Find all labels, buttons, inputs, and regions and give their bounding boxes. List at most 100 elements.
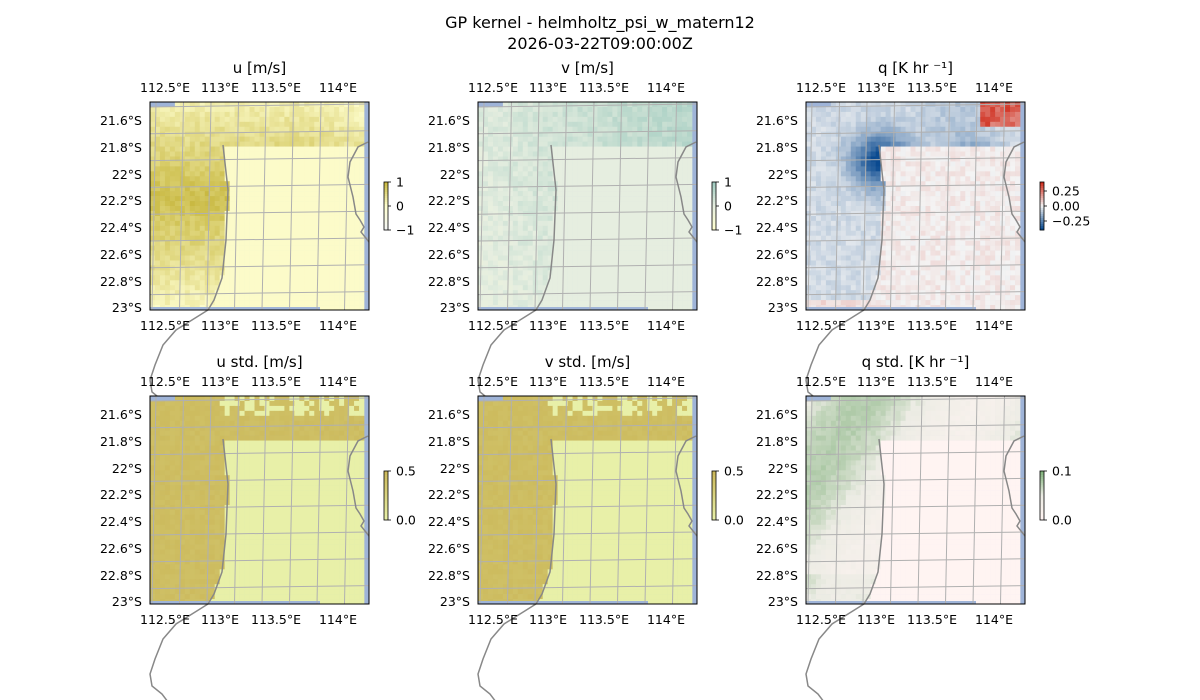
heatmap-cell [304, 220, 310, 227]
heatmap-cell [662, 166, 668, 172]
heatmap-cell [309, 255, 315, 261]
heatmap-cell [607, 230, 613, 237]
heatmap-cell [174, 196, 181, 202]
heatmap-cell [885, 225, 891, 232]
heatmap-cell [915, 201, 921, 207]
heatmap-cell [637, 245, 643, 251]
heatmap-cell [557, 186, 563, 192]
heatmap-cell [612, 250, 618, 256]
heatmap-cell [895, 161, 901, 167]
heatmap-cell [647, 210, 653, 217]
heatmap-cell [820, 201, 827, 207]
heatmap-cell [915, 131, 921, 137]
heatmap-cell [532, 260, 539, 266]
heatmap-cell [1005, 161, 1011, 167]
heatmap-cell [820, 191, 827, 197]
heatmap-cell [915, 210, 921, 217]
heatmap-cell [652, 201, 658, 207]
heatmap-cell [562, 300, 568, 306]
heatmap-cell [249, 186, 255, 192]
colorbar-tick-label: −1 [396, 223, 414, 238]
heatmap-cell [334, 300, 340, 306]
heatmap-cell [1010, 220, 1016, 227]
heatmap-cell [602, 116, 608, 123]
heatmap-cell [970, 121, 976, 128]
heatmap-cell [239, 255, 245, 261]
heatmap-cell [204, 235, 211, 241]
heatmap-cell [279, 220, 285, 227]
heatmap-cell [324, 206, 330, 212]
heatmap-cell [632, 270, 638, 276]
heatmap-cell [557, 215, 563, 222]
heatmap-cell [344, 305, 350, 311]
heatmap-cell [647, 151, 653, 157]
heatmap-cell [617, 206, 623, 212]
heatmap-cell [925, 235, 931, 241]
heatmap-cell [677, 270, 683, 276]
heatmap-cell [820, 131, 827, 137]
heatmap-cell [900, 161, 906, 167]
heatmap-cell [657, 106, 663, 113]
heatmap-cell [597, 220, 603, 227]
heatmap-cell [925, 141, 931, 147]
heatmap-cell [612, 220, 618, 227]
heatmap-cell [478, 116, 484, 123]
heatmap-cell [667, 156, 673, 162]
heatmap-cell [249, 265, 255, 271]
heatmap-cell [174, 285, 181, 291]
heatmap-cell [164, 295, 171, 301]
heatmap-cell [860, 171, 867, 177]
heatmap-cell [845, 225, 852, 232]
heatmap-cell [174, 201, 181, 207]
heatmap-cell [219, 131, 225, 137]
heatmap-cell [810, 116, 817, 123]
heatmap-cell [612, 270, 618, 276]
heatmap-cell [169, 201, 176, 207]
heatmap-cell [652, 225, 658, 232]
heatmap-cell [319, 260, 325, 266]
heatmap-cell [602, 215, 608, 222]
heatmap-cell [557, 245, 563, 251]
heatmap-cell [682, 191, 688, 197]
heatmap-cell [667, 275, 673, 281]
heatmap-cell [970, 136, 976, 142]
heatmap-cell [667, 171, 673, 177]
heatmap-cell [1005, 106, 1011, 113]
heatmap-cell [806, 206, 812, 212]
heatmap-cell [194, 285, 201, 291]
heatmap-cell [349, 186, 355, 192]
heatmap-cell [830, 191, 837, 197]
grid-lat [149, 210, 370, 215]
heatmap-cell [850, 220, 857, 227]
heatmap-cell [289, 265, 295, 271]
heatmap-cell [995, 181, 1001, 187]
heatmap-cell [890, 240, 896, 246]
heatmap-cell [547, 230, 553, 237]
heatmap-cell [582, 285, 588, 291]
heatmap-cell [825, 225, 832, 232]
heatmap-cell [324, 181, 330, 187]
heatmap-cell [1000, 161, 1006, 167]
heatmap-cell [602, 245, 608, 251]
heatmap-cell [249, 161, 255, 167]
heatmap-cell [299, 131, 305, 137]
heatmap-cell [478, 196, 484, 202]
heatmap-cell [199, 136, 206, 142]
heatmap-cell [229, 121, 235, 128]
heatmap-cell [915, 225, 921, 232]
heatmap-cell [910, 220, 916, 227]
heatmap-cell [592, 171, 598, 177]
heatmap-cell [324, 270, 330, 276]
heatmap-cell [677, 121, 683, 128]
heatmap-cell [194, 161, 201, 167]
heatmap-cell [950, 106, 956, 113]
heatmap-cell [657, 225, 663, 232]
heatmap-cell [677, 196, 683, 202]
heatmap-cell [910, 146, 916, 152]
heatmap-cell [354, 156, 360, 162]
heatmap-cell [905, 210, 911, 217]
heatmap-cell [492, 181, 499, 187]
heatmap-cell [537, 186, 544, 192]
heatmap-cell [910, 102, 916, 108]
heatmap-cell [672, 106, 678, 113]
